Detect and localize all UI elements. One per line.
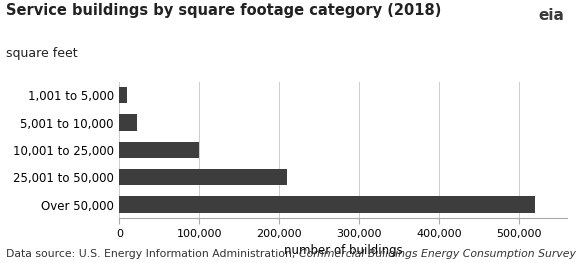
Text: Commercial Buildings Energy Consumption Survey: Commercial Buildings Energy Consumption … [299,249,576,259]
Bar [119,196,535,213]
X-axis label: number of buildings: number of buildings [284,244,403,257]
Bar [119,142,199,158]
Bar [119,169,288,185]
Bar [119,87,127,103]
Text: square feet: square feet [6,47,77,60]
Text: eia: eia [539,8,565,23]
Bar [119,114,137,131]
Text: Data source: U.S. Energy Information Administration,: Data source: U.S. Energy Information Adm… [6,249,299,259]
Text: Service buildings by square footage category (2018): Service buildings by square footage cate… [6,3,441,18]
